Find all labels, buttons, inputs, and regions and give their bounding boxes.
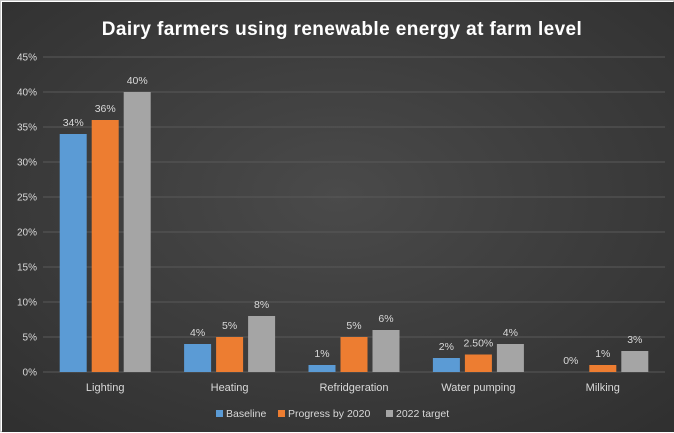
data-label: 8% (254, 299, 269, 311)
bar-progress-by-2020-milking (589, 365, 617, 372)
data-label: 2.50% (464, 338, 494, 350)
y-tick-label: 0% (23, 368, 38, 379)
x-tick-label: Heating (211, 382, 249, 394)
bar-2022-target-milking (621, 351, 649, 372)
bars (59, 92, 649, 372)
legend-label: Progress by 2020 (288, 408, 370, 420)
x-tick-label: Refridgeration (319, 382, 388, 394)
bar-baseline-heating (184, 344, 212, 372)
legend-label: Baseline (226, 408, 266, 420)
bar-2022-target-water-pumping (496, 344, 524, 372)
bar-2022-target-refridgeration (372, 330, 400, 372)
y-tick-label: 30% (17, 158, 37, 169)
data-label: 34% (63, 117, 84, 129)
data-label: 2% (439, 341, 454, 353)
data-label: 5% (346, 320, 361, 332)
bar-baseline-refridgeration (308, 365, 336, 372)
x-tick-label: Milking (586, 382, 620, 394)
y-tick-label: 40% (17, 88, 37, 99)
bar-baseline-water-pumping (432, 358, 460, 372)
data-label: 36% (95, 103, 116, 115)
x-axis-categories: Lighting Heating Refridgeration Water pumpi… (86, 382, 620, 394)
data-label: 3% (627, 334, 642, 346)
x-tick-label: Water pumping (441, 382, 515, 394)
bar-progress-by-2020-refridgeration (340, 337, 368, 372)
y-tick-label: 35% (17, 123, 37, 134)
y-tick-label: 5% (23, 333, 38, 344)
legend-label: 2022 target (396, 408, 449, 420)
data-label: 0% (563, 355, 578, 367)
data-label: 1% (314, 348, 329, 360)
data-label: 5% (222, 320, 237, 332)
bar-2022-target-heating (248, 316, 276, 372)
legend-swatch-2022-target (386, 410, 393, 417)
bar-2022-target-lighting (123, 92, 151, 372)
y-tick-label: 15% (17, 263, 37, 274)
legend-swatch-baseline (216, 410, 223, 417)
y-tick-label: 20% (17, 228, 37, 239)
bar-baseline-lighting (59, 134, 87, 372)
legend: Baseline Progress by 2020 2022 target (216, 408, 449, 420)
data-labels: 34% 36% 40% 4% 5% 8% 1% 5% 6% 2% 2.50% 4% 0% 1% 3% (63, 75, 643, 367)
data-label: 4% (503, 327, 518, 339)
y-axis-ticks: 0% 5% 10% 15% 20% 25% 30% 35% 40% 45% (17, 53, 37, 379)
chart-title: Dairy farmers using renewable energy at … (102, 19, 582, 40)
bar-progress-by-2020-water-pumping (464, 354, 492, 372)
legend-swatch-progress-by-2020 (278, 410, 285, 417)
bar-progress-by-2020-heating (216, 337, 244, 372)
y-tick-label: 25% (17, 193, 37, 204)
data-label: 1% (595, 348, 610, 360)
bar-progress-by-2020-lighting (91, 120, 119, 372)
data-label: 40% (127, 75, 148, 87)
data-label: 6% (378, 313, 393, 325)
x-tick-label: Lighting (86, 382, 125, 394)
data-label: 4% (190, 327, 205, 339)
y-tick-label: 45% (17, 53, 37, 64)
y-tick-label: 10% (17, 298, 37, 309)
